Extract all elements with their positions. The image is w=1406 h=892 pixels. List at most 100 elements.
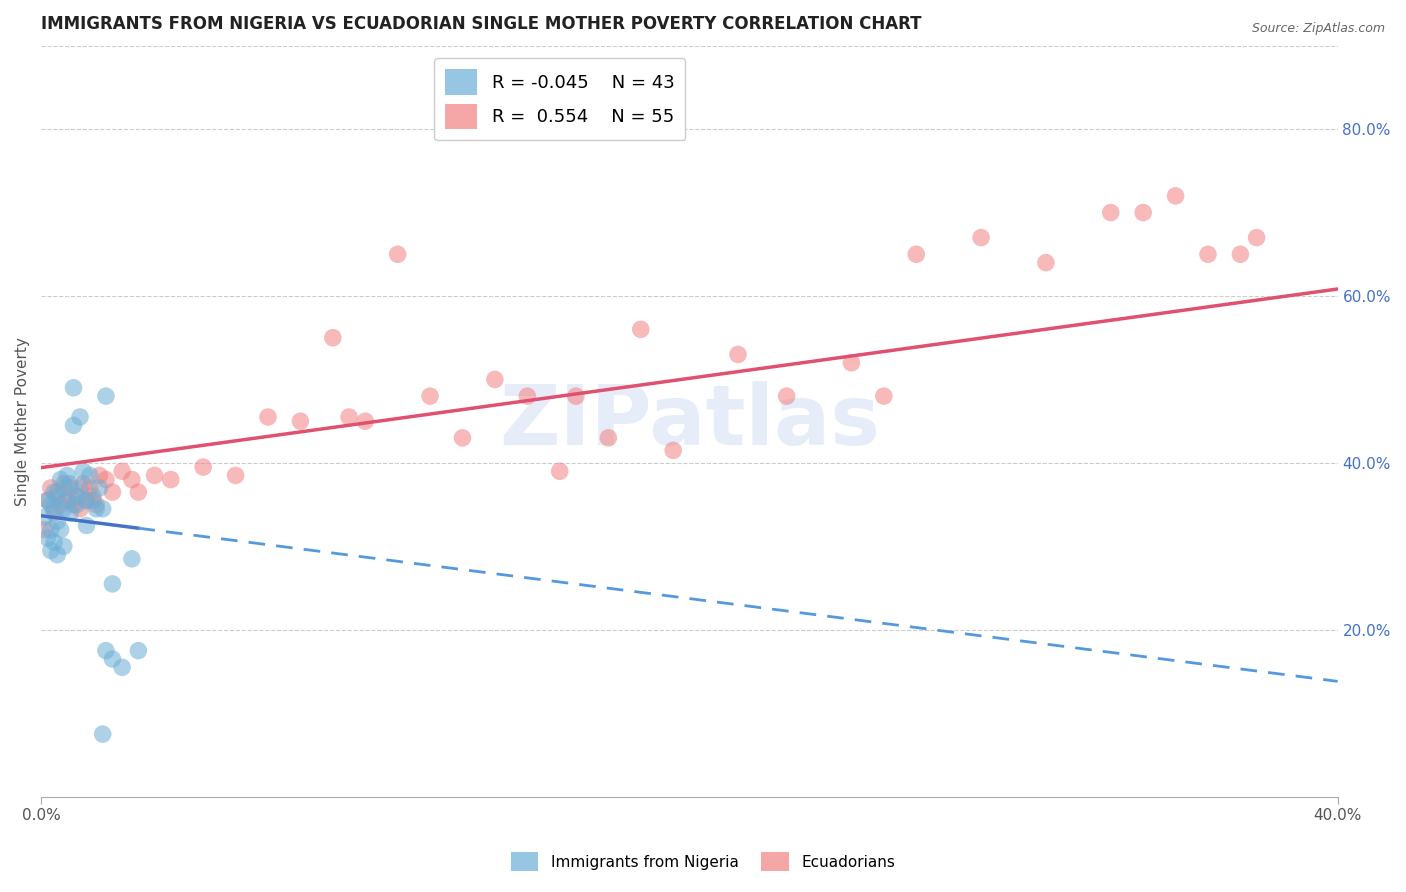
Point bbox=[39, 498, 62, 512]
Point bbox=[775, 389, 797, 403]
Point bbox=[1035, 255, 1057, 269]
Point bbox=[121, 473, 143, 487]
Point bbox=[52, 481, 75, 495]
Point bbox=[111, 464, 134, 478]
Point bbox=[49, 473, 72, 487]
Point bbox=[873, 389, 896, 403]
Point bbox=[101, 485, 124, 500]
Point bbox=[56, 493, 79, 508]
Point bbox=[49, 523, 72, 537]
Point bbox=[37, 531, 59, 545]
Point bbox=[143, 468, 166, 483]
Point bbox=[39, 481, 62, 495]
Point bbox=[84, 501, 107, 516]
Text: Source: ZipAtlas.com: Source: ZipAtlas.com bbox=[1251, 22, 1385, 36]
Point bbox=[72, 464, 94, 478]
Point bbox=[76, 493, 98, 508]
Point bbox=[52, 476, 75, 491]
Point bbox=[84, 498, 107, 512]
Point bbox=[79, 468, 101, 483]
Point bbox=[82, 489, 104, 503]
Point bbox=[39, 523, 62, 537]
Point bbox=[630, 322, 652, 336]
Point bbox=[257, 409, 280, 424]
Point bbox=[101, 652, 124, 666]
Point bbox=[66, 498, 89, 512]
Point bbox=[79, 481, 101, 495]
Point bbox=[37, 493, 59, 508]
Point bbox=[1132, 205, 1154, 219]
Point bbox=[1229, 247, 1251, 261]
Point bbox=[46, 548, 69, 562]
Text: IMMIGRANTS FROM NIGERIA VS ECUADORIAN SINGLE MOTHER POVERTY CORRELATION CHART: IMMIGRANTS FROM NIGERIA VS ECUADORIAN SI… bbox=[41, 15, 921, 33]
Point bbox=[841, 356, 863, 370]
Point bbox=[66, 489, 89, 503]
Point bbox=[94, 389, 117, 403]
Point bbox=[69, 409, 91, 424]
Point bbox=[62, 418, 84, 433]
Point bbox=[42, 485, 65, 500]
Point bbox=[516, 389, 538, 403]
Point bbox=[46, 514, 69, 528]
Point bbox=[121, 552, 143, 566]
Point bbox=[37, 493, 59, 508]
Point bbox=[59, 476, 82, 491]
Point bbox=[451, 431, 474, 445]
Point bbox=[34, 510, 56, 524]
Point bbox=[970, 230, 993, 244]
Point bbox=[419, 389, 441, 403]
Point bbox=[548, 464, 571, 478]
Point bbox=[94, 643, 117, 657]
Point bbox=[159, 473, 181, 487]
Point bbox=[76, 518, 98, 533]
Point bbox=[39, 543, 62, 558]
Point bbox=[62, 498, 84, 512]
Legend: Immigrants from Nigeria, Ecuadorians: Immigrants from Nigeria, Ecuadorians bbox=[505, 847, 901, 877]
Point bbox=[598, 431, 620, 445]
Point bbox=[66, 489, 89, 503]
Point bbox=[56, 493, 79, 508]
Point bbox=[290, 414, 312, 428]
Point bbox=[484, 372, 506, 386]
Y-axis label: Single Mother Poverty: Single Mother Poverty bbox=[15, 337, 30, 506]
Point bbox=[34, 523, 56, 537]
Point bbox=[94, 473, 117, 487]
Point bbox=[565, 389, 588, 403]
Point bbox=[89, 468, 111, 483]
Point bbox=[56, 468, 79, 483]
Point bbox=[42, 506, 65, 520]
Point bbox=[127, 485, 149, 500]
Point bbox=[1197, 247, 1219, 261]
Point bbox=[127, 643, 149, 657]
Point bbox=[387, 247, 409, 261]
Point bbox=[49, 498, 72, 512]
Point bbox=[322, 331, 344, 345]
Point bbox=[52, 539, 75, 553]
Point bbox=[662, 443, 685, 458]
Point bbox=[76, 493, 98, 508]
Point bbox=[101, 577, 124, 591]
Point bbox=[1246, 230, 1268, 244]
Point bbox=[354, 414, 377, 428]
Point bbox=[59, 481, 82, 495]
Point bbox=[46, 489, 69, 503]
Point bbox=[91, 727, 114, 741]
Point bbox=[89, 481, 111, 495]
Point bbox=[91, 501, 114, 516]
Point bbox=[46, 485, 69, 500]
Point bbox=[72, 476, 94, 491]
Point bbox=[111, 660, 134, 674]
Point bbox=[69, 481, 91, 495]
Point bbox=[337, 409, 360, 424]
Point bbox=[225, 468, 247, 483]
Point bbox=[52, 501, 75, 516]
Point bbox=[1164, 189, 1187, 203]
Legend: R = -0.045    N = 43, R =  0.554    N = 55: R = -0.045 N = 43, R = 0.554 N = 55 bbox=[434, 59, 685, 140]
Point bbox=[905, 247, 928, 261]
Point bbox=[42, 535, 65, 549]
Point bbox=[69, 501, 91, 516]
Point bbox=[59, 506, 82, 520]
Point bbox=[42, 501, 65, 516]
Point bbox=[1099, 205, 1122, 219]
Point bbox=[727, 347, 749, 361]
